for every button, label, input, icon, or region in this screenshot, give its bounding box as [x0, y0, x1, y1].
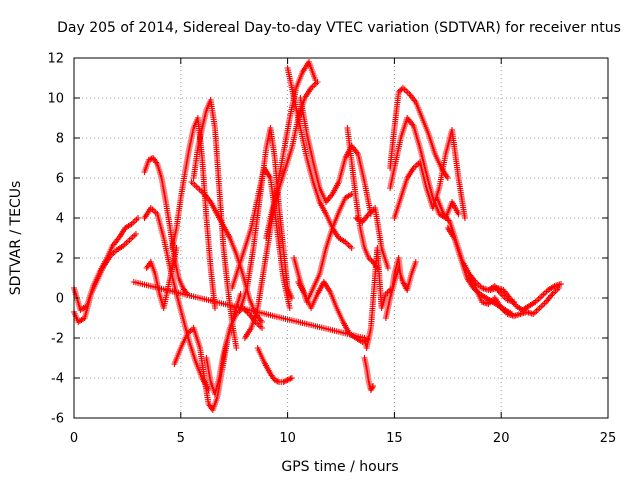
data-point — [395, 89, 402, 95]
x-tick-label: 20 — [493, 431, 510, 446]
data-point — [273, 377, 280, 384]
y-tick-label: 10 — [47, 92, 64, 107]
x-tick-label: 0 — [70, 431, 78, 446]
data-point — [287, 375, 294, 382]
y-tick-label: 0 — [56, 292, 64, 307]
data-points — [71, 59, 565, 413]
series-arc-s — [295, 279, 372, 345]
x-tick-label: 10 — [279, 431, 296, 446]
y-tick-label: 6 — [56, 172, 64, 187]
y-tick-label: -6 — [51, 412, 64, 427]
series-arc-p — [284, 65, 355, 251]
data-point — [397, 275, 404, 281]
data-point — [135, 215, 142, 221]
series-arc-i — [203, 305, 265, 397]
data-point — [370, 383, 377, 389]
data-point — [367, 256, 374, 263]
data-point — [367, 387, 374, 393]
data-point — [369, 384, 376, 391]
data-point — [274, 378, 281, 385]
series-arc-y — [387, 115, 462, 221]
x-tick-label: 25 — [600, 431, 617, 446]
x-axis-label: GPS time / hours — [281, 459, 398, 475]
data-point — [132, 231, 139, 237]
data-point — [258, 325, 265, 331]
chart-title: Day 205 of 2014, Sidereal Day-to-day VTE… — [57, 20, 621, 36]
data-point — [348, 245, 355, 251]
data-point — [284, 377, 291, 383]
data-point — [211, 305, 218, 311]
data-point — [280, 379, 287, 385]
series-arc-q — [297, 95, 374, 217]
data-point — [288, 295, 295, 301]
series-arc-m — [241, 59, 319, 341]
series-arc-e — [143, 245, 180, 311]
series-arc-o — [263, 79, 321, 241]
data-point — [444, 175, 451, 181]
data-point — [233, 345, 240, 351]
series-arc-ab — [444, 225, 515, 317]
series-arc-v — [361, 355, 377, 393]
y-tick-label: 4 — [56, 212, 64, 227]
data-point — [461, 215, 468, 221]
series-arc-z — [391, 127, 468, 221]
data-point — [455, 211, 462, 217]
data-point — [286, 376, 293, 383]
data-point — [397, 87, 404, 94]
series-scatter-misc — [130, 245, 404, 351]
data-point — [283, 377, 290, 384]
series-arc-u — [352, 205, 391, 271]
y-axis-label: SDTVAR / TECUs — [8, 181, 24, 296]
series-arc-ac — [466, 271, 562, 319]
data-point — [286, 305, 293, 311]
series-arc-g — [190, 97, 240, 351]
axis-ticks: 0 5 10 15 20 25 -6 -4 -2 0 2 4 6 8 10 12 — [47, 52, 616, 447]
data-point — [558, 281, 565, 287]
y-tick-label: -2 — [51, 332, 64, 347]
x-tick-label: 5 — [177, 431, 185, 446]
series-arc-b — [71, 231, 139, 325]
y-tick-label: 8 — [56, 132, 64, 147]
data-point — [145, 157, 152, 163]
series-arc-l — [237, 125, 295, 311]
series-arc-c — [141, 155, 191, 297]
series-arc-x — [387, 85, 451, 181]
data-point — [384, 265, 391, 271]
data-point — [258, 319, 265, 325]
data-point — [368, 385, 375, 392]
series-arc-n — [254, 345, 295, 385]
y-tick-label: -4 — [51, 372, 64, 387]
series-arc-d — [141, 205, 212, 393]
data-point — [281, 378, 288, 385]
data-point — [365, 255, 372, 261]
series-arc-f — [169, 115, 218, 311]
y-tick-label: 2 — [56, 252, 64, 267]
plot-frame — [73, 57, 609, 419]
data-point — [314, 79, 321, 85]
x-tick-label: 15 — [386, 431, 403, 446]
data-point — [288, 375, 295, 381]
series-arc-ad — [487, 281, 565, 313]
data-point — [412, 259, 419, 265]
data-point — [271, 377, 278, 383]
y-tick-label: 12 — [47, 52, 64, 67]
